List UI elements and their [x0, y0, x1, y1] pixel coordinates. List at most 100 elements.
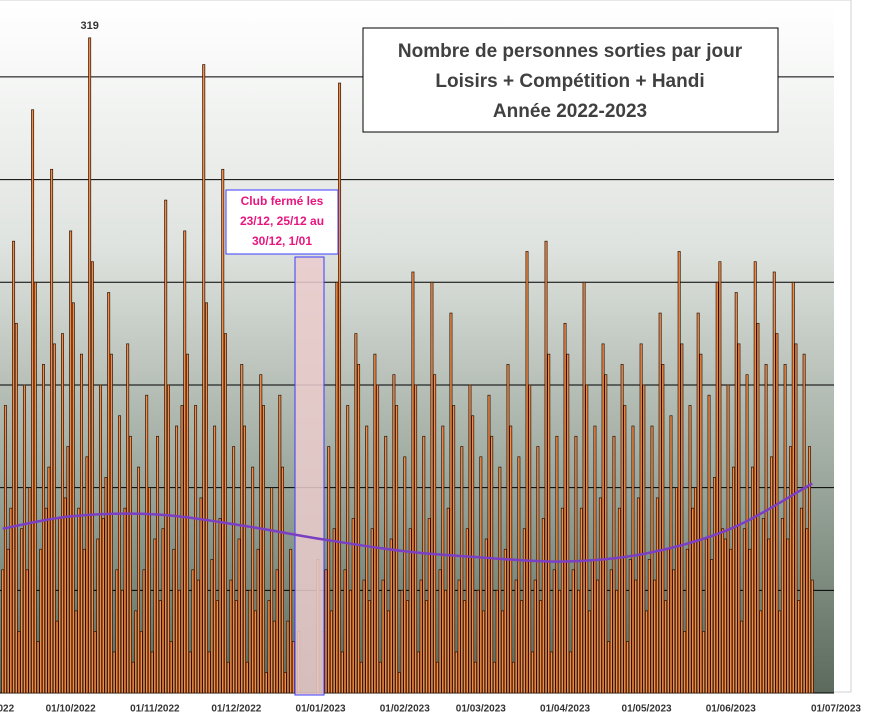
- bar: [585, 384, 589, 694]
- bar: [664, 600, 668, 694]
- bar: [69, 230, 73, 694]
- bar: [93, 631, 97, 694]
- bar: [669, 415, 673, 694]
- bar: [237, 538, 241, 694]
- bar: [210, 559, 214, 694]
- bar: [495, 589, 499, 694]
- bar: [243, 425, 246, 694]
- bar: [484, 538, 488, 694]
- bar: [291, 641, 295, 694]
- bar: [381, 579, 385, 694]
- bar: [400, 589, 404, 694]
- bar: [63, 497, 67, 694]
- bar: [460, 446, 464, 694]
- bar: [343, 569, 347, 694]
- bar: [183, 230, 187, 694]
- bar: [560, 507, 564, 694]
- bar: [359, 661, 363, 694]
- bar: [142, 569, 146, 694]
- bar: [3, 405, 7, 694]
- bar: [449, 312, 453, 694]
- bar: [707, 394, 711, 694]
- bar: [104, 477, 108, 694]
- bar: [346, 405, 350, 694]
- bar: [745, 374, 749, 694]
- data-label: 319: [80, 20, 98, 32]
- bar: [650, 425, 654, 694]
- bar: [335, 281, 339, 694]
- bar: [645, 610, 649, 694]
- bar: [805, 528, 809, 694]
- bar: [574, 435, 578, 694]
- bar: [427, 518, 431, 694]
- bar: [503, 548, 507, 694]
- chart-subtitle: Année 2022-2023: [493, 101, 647, 122]
- bar: [397, 672, 401, 694]
- bar: [446, 507, 450, 694]
- bar: [74, 610, 78, 694]
- bar: [22, 384, 26, 694]
- bar: [158, 600, 162, 694]
- bar: [723, 538, 727, 694]
- bar: [85, 456, 89, 694]
- bar: [487, 394, 491, 694]
- bar: [579, 507, 583, 694]
- bar: [378, 661, 382, 694]
- bar: [492, 661, 496, 694]
- bar: [525, 251, 529, 694]
- bar: [50, 168, 54, 694]
- bar: [791, 281, 795, 694]
- bar: [253, 610, 257, 694]
- bar: [598, 497, 602, 694]
- bar: [628, 559, 632, 694]
- bar: [425, 600, 428, 694]
- bar: [80, 353, 83, 694]
- bar: [441, 425, 445, 694]
- bar: [283, 672, 287, 694]
- bar: [161, 528, 165, 694]
- bar: [240, 364, 244, 694]
- bar: [511, 661, 515, 694]
- bar: [620, 364, 624, 694]
- bar: [677, 251, 681, 694]
- bar: [674, 487, 678, 694]
- closure-span: [294, 256, 325, 696]
- bar: [153, 538, 157, 694]
- bar: [77, 507, 81, 694]
- bar: [617, 507, 621, 694]
- bar: [128, 435, 132, 694]
- bar: [514, 579, 518, 694]
- bar: [416, 651, 420, 694]
- bar: [120, 589, 124, 694]
- x-tick-label: 01/02/2023: [380, 704, 430, 715]
- bar: [66, 446, 70, 694]
- bar: [191, 569, 195, 694]
- bar: [166, 384, 170, 694]
- bar: [702, 631, 706, 694]
- bar: [259, 374, 263, 694]
- bar: [262, 405, 265, 694]
- x-tick-label: 01/01/2023: [296, 704, 346, 715]
- bar: [729, 548, 733, 694]
- bar: [726, 384, 730, 694]
- bar: [626, 641, 630, 694]
- bar: [539, 600, 543, 694]
- bar: [552, 569, 556, 694]
- bar: [248, 589, 252, 694]
- bar: [683, 631, 687, 694]
- bar: [438, 569, 442, 694]
- bar: [473, 661, 477, 694]
- bar: [213, 425, 217, 694]
- title-box: [362, 27, 779, 133]
- bar: [370, 528, 374, 694]
- bar: [808, 446, 812, 694]
- bar: [164, 199, 168, 694]
- bar: [88, 37, 92, 694]
- bar: [324, 569, 328, 694]
- bar: [770, 456, 773, 694]
- bar: [194, 405, 198, 694]
- bar: [9, 507, 13, 694]
- bar: [506, 364, 510, 694]
- bar: [367, 600, 371, 694]
